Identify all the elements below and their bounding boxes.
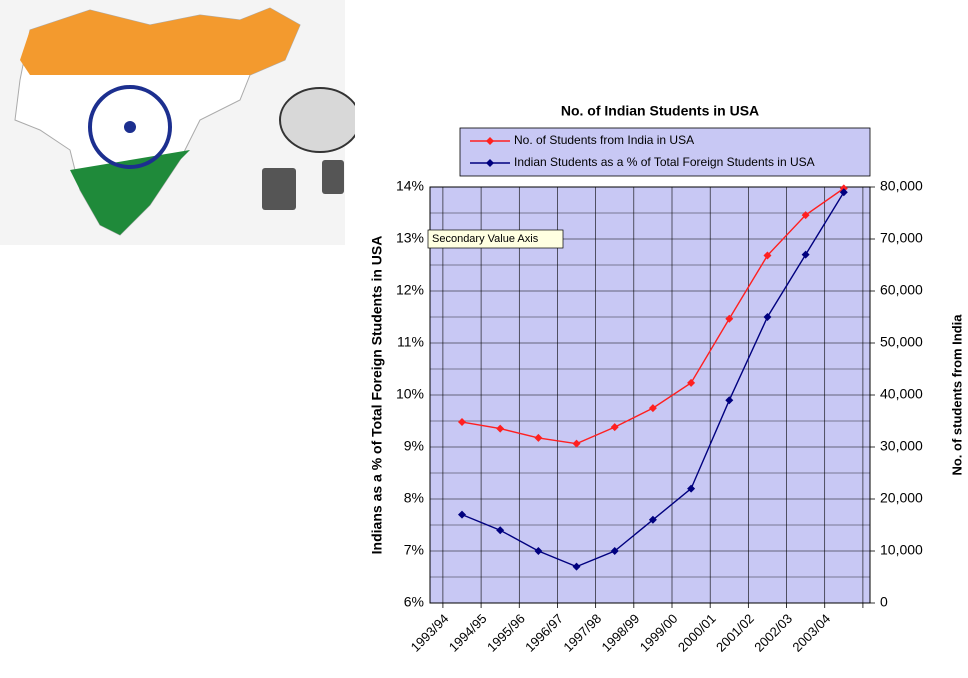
data-point xyxy=(610,423,619,432)
data-point xyxy=(534,547,543,555)
y-tick-label: 8% xyxy=(404,490,424,506)
brain xyxy=(279,87,361,153)
data-point xyxy=(687,484,696,493)
y2-tick-label: 50,000 xyxy=(880,334,923,350)
chakra-hub xyxy=(124,121,136,133)
illustration xyxy=(0,0,361,245)
data-point xyxy=(458,510,466,519)
legend-label: No. of Students from India in USA xyxy=(514,133,694,147)
y-tick-label: 12% xyxy=(396,282,424,298)
map-saffron xyxy=(20,8,300,75)
legend-marker xyxy=(486,137,494,145)
data-point xyxy=(496,526,505,535)
data-point xyxy=(725,396,734,405)
chart-title: No. of Indian Students in USA xyxy=(561,103,759,119)
data-point xyxy=(839,188,848,197)
y2-tick-label: 40,000 xyxy=(880,386,923,402)
y2-axis-title: No. of students from India xyxy=(949,314,964,476)
data-point xyxy=(496,424,505,433)
y-tick-label: 14% xyxy=(396,178,424,194)
data-point xyxy=(648,515,657,524)
legend-box xyxy=(459,127,871,177)
data-point xyxy=(572,439,581,448)
y-axis-title: Indians as a % of Total Foreign Students… xyxy=(369,236,385,555)
tooltip-text: Secondary Value Axis xyxy=(432,233,539,245)
y-tick-label: 10% xyxy=(396,386,424,402)
data-point xyxy=(763,313,772,321)
data-point xyxy=(763,251,772,260)
y2-tick-label: 70,000 xyxy=(880,230,923,246)
data-point xyxy=(801,250,810,259)
y-tick-label: 6% xyxy=(404,594,424,610)
plot-border xyxy=(429,186,871,604)
y2-tick-label: 0 xyxy=(880,594,888,610)
y2-tick-label: 30,000 xyxy=(880,438,923,454)
data-point xyxy=(572,562,581,571)
y-tick-label: 7% xyxy=(404,542,424,558)
legend-label: Indian Students as a % of Total Foreign … xyxy=(514,155,815,169)
y2-tick-label: 80,000 xyxy=(880,178,923,194)
y2-tick-label: 20,000 xyxy=(880,490,923,506)
briefcase xyxy=(322,160,344,194)
data-point xyxy=(725,314,734,323)
plot: 6% 7% 8% 9% 10% 11% 12% 13% 14% 0 10,000 20,000 30,0… xyxy=(396,127,923,655)
y-tick-label: 11% xyxy=(397,334,424,350)
chakra xyxy=(88,85,172,169)
data-point xyxy=(610,547,619,555)
data-point xyxy=(687,378,696,387)
legend-marker xyxy=(486,159,494,167)
data-point xyxy=(458,418,466,427)
tooltip xyxy=(427,229,564,249)
data-point xyxy=(801,211,810,220)
y-tick-label: 13% xyxy=(396,230,424,246)
data-point xyxy=(534,433,543,442)
map-green xyxy=(70,150,190,235)
y2-tick-label: 10,000 xyxy=(880,542,923,558)
y-tick-label: 9% xyxy=(404,438,424,454)
y2-tick-label: 60,000 xyxy=(880,282,923,298)
briefcase xyxy=(262,168,296,210)
data-point xyxy=(648,404,657,413)
